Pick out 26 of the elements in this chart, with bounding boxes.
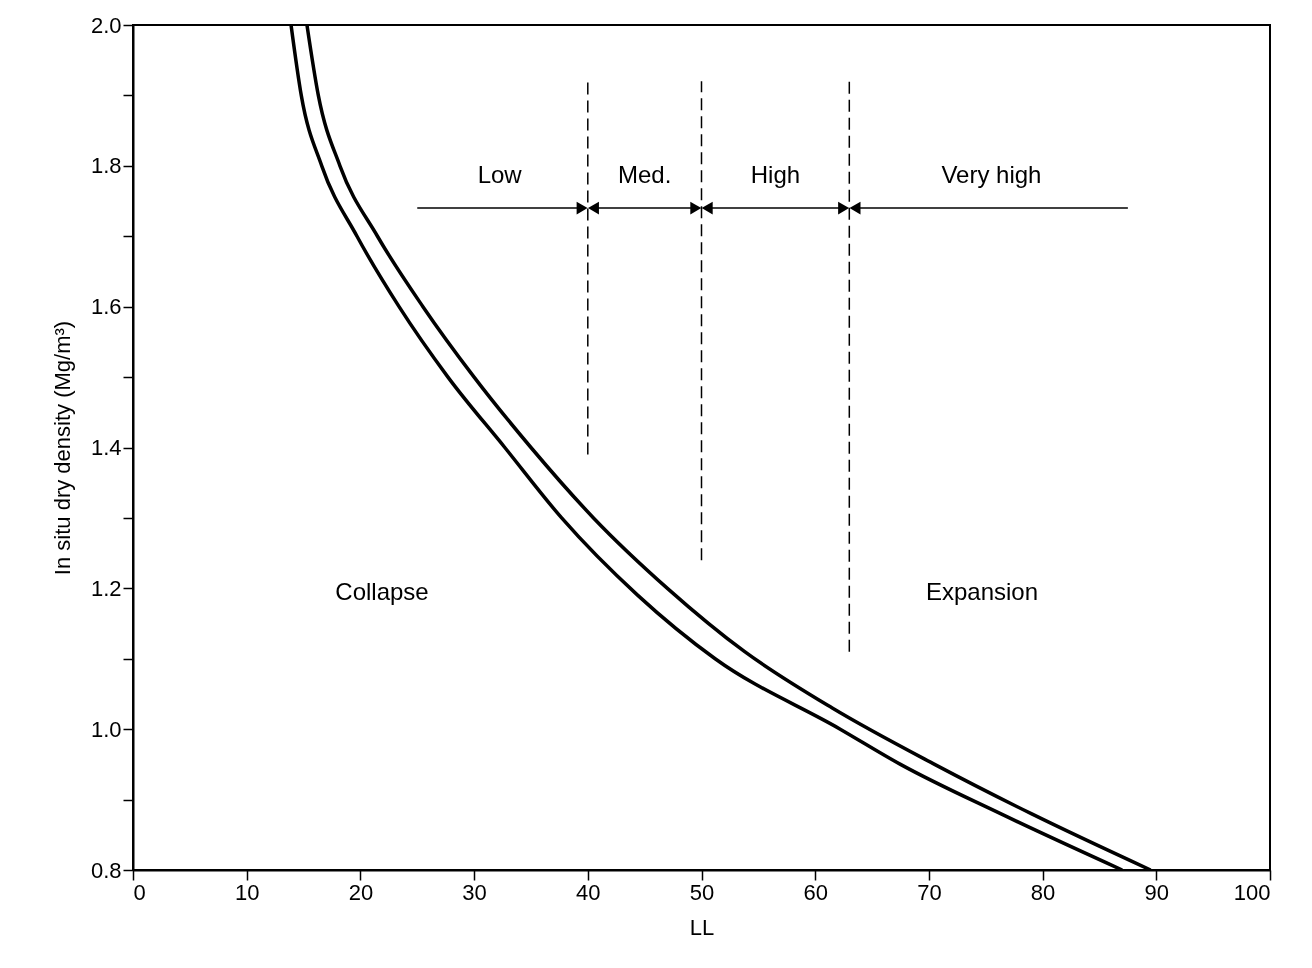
y-axis-title: In situ dry density (Mg/m³) — [49, 320, 75, 576]
x-tick-label: 90 — [1144, 879, 1170, 905]
annotation: Expansion — [925, 578, 1039, 605]
y-tick-label: 1.6 — [90, 294, 122, 320]
y-tick-label: 1.4 — [90, 435, 122, 460]
x-tick-label: 10 — [234, 879, 260, 905]
x-tick-label: 50 — [689, 879, 715, 905]
x-tick-label: 80 — [1030, 879, 1056, 905]
annotation: High — [750, 161, 801, 189]
y-tick-label: 1.2 — [90, 575, 122, 601]
x-tick-label: 0 — [133, 879, 146, 905]
annotation: Med. — [617, 161, 672, 189]
x-tick-label: 30 — [462, 879, 487, 905]
y-tick-label: 1.0 — [90, 716, 122, 742]
y-tick-label: 1.8 — [90, 153, 122, 179]
x-axis-title: LL — [689, 914, 715, 940]
x-tick-label: 60 — [803, 879, 828, 905]
y-tick-label: 2.0 — [90, 12, 122, 38]
y-tick-label: 0.8 — [90, 857, 122, 883]
annotation: Very high — [941, 161, 1042, 189]
x-tick-label: 40 — [576, 879, 601, 905]
x-tick-label: 100 — [1233, 879, 1271, 905]
annotation: Low — [477, 161, 523, 189]
x-tick-label: 20 — [348, 879, 374, 905]
x-tick-label: 70 — [917, 879, 942, 905]
annotation: Collapse — [335, 578, 429, 605]
